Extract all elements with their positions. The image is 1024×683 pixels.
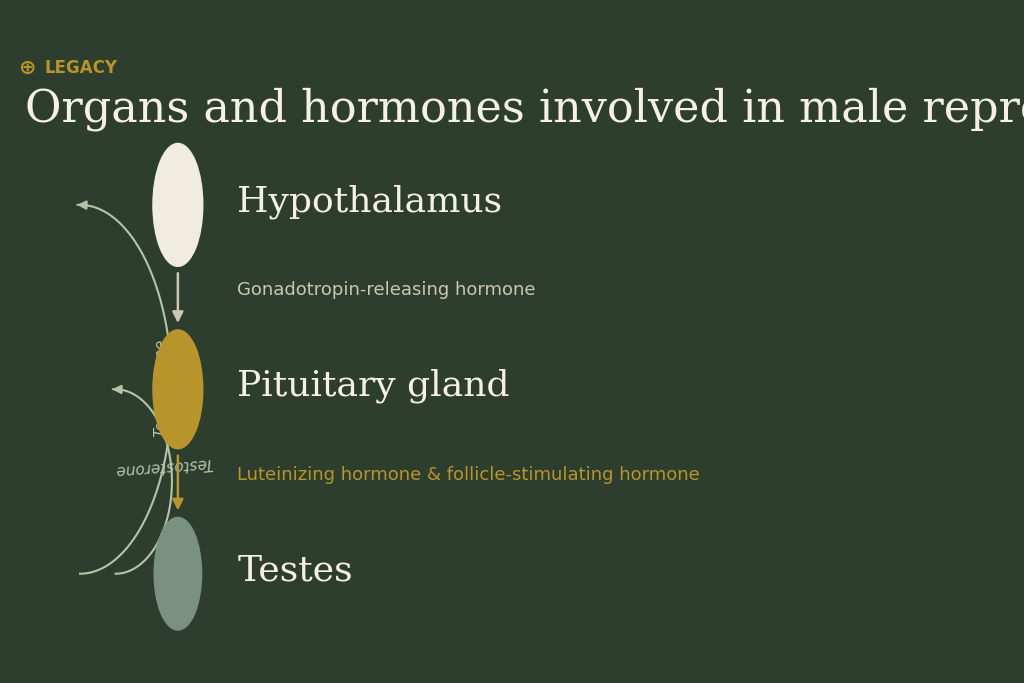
Text: Testosterone: Testosterone bbox=[115, 456, 214, 478]
Text: Testes: Testes bbox=[238, 553, 353, 587]
Text: ⊕: ⊕ bbox=[18, 58, 36, 79]
Ellipse shape bbox=[155, 518, 202, 630]
Ellipse shape bbox=[153, 143, 203, 266]
Ellipse shape bbox=[153, 330, 203, 449]
Text: Luteinizing hormone & follicle-stimulating hormone: Luteinizing hormone & follicle-stimulati… bbox=[238, 466, 700, 484]
Text: Testosterone: Testosterone bbox=[154, 339, 169, 438]
Text: Hypothalamus: Hypothalamus bbox=[238, 184, 503, 219]
Text: Organs and hormones involved in male reproduction: Organs and hormones involved in male rep… bbox=[25, 87, 1024, 131]
Text: Pituitary gland: Pituitary gland bbox=[238, 369, 510, 403]
Text: Gonadotropin-releasing hormone: Gonadotropin-releasing hormone bbox=[238, 281, 536, 299]
Text: LEGACY: LEGACY bbox=[44, 59, 118, 77]
